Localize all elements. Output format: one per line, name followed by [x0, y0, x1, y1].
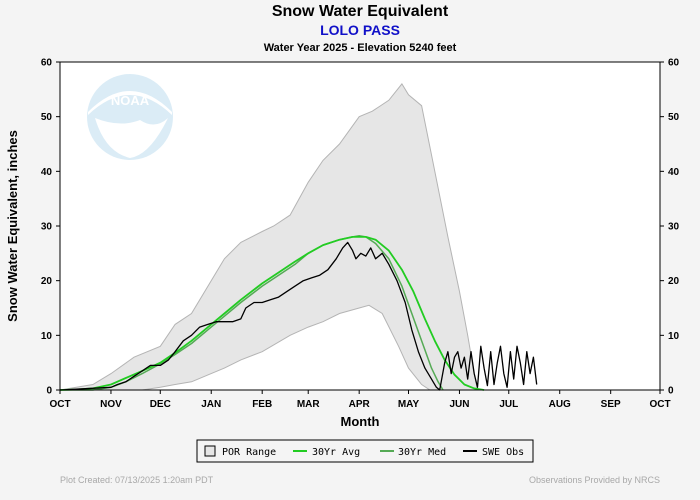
x-tick-label: JUL — [499, 399, 518, 410]
x-tick-label: MAY — [398, 399, 420, 410]
station-name: LOLO PASS — [320, 22, 400, 38]
legend-label-por: POR Range — [222, 447, 276, 458]
observations-provider: Observations Provided by NRCS — [529, 475, 660, 485]
y-tick-label-right: 10 — [668, 331, 680, 342]
y-axis-title: Snow Water Equivalent, inches — [5, 130, 20, 322]
legend-label-avg: 30Yr Avg — [312, 447, 360, 458]
y-tick-label-left: 30 — [41, 222, 53, 233]
y-tick-label-left: 10 — [41, 331, 53, 342]
y-tick-label-left: 50 — [41, 112, 53, 123]
por-range-min-line — [60, 304, 431, 391]
legend-label-med: 30Yr Med — [398, 447, 446, 458]
y-tick-label-right: 0 — [668, 386, 674, 397]
legend-box — [196, 439, 534, 463]
x-tick-label: FEB — [252, 399, 272, 410]
x-tick-label: DEC — [150, 399, 171, 410]
y-tick-label-right: 50 — [668, 112, 680, 123]
y-tick-label-right: 30 — [668, 222, 680, 233]
y-axis-right: 0 10 20 30 40 50 60 — [660, 58, 680, 397]
series-lines-layer — [59, 235, 538, 391]
x-tick-label: OCT — [649, 399, 670, 410]
y-tick-label-left: 40 — [41, 167, 53, 178]
x-axis: OCT NOV DEC JAN FEB MAR APR MAY JUN JUL AUG SEP OCT — [49, 390, 671, 410]
series-30yr-med — [60, 235, 444, 391]
x-tick-label: APR — [349, 399, 371, 410]
legend-swatch-por — [204, 445, 216, 457]
x-tick-label: JUN — [449, 399, 469, 410]
y-tick-label-right: 40 — [668, 167, 680, 178]
y-tick-label-left: 0 — [46, 386, 52, 397]
x-tick-label: NOV — [100, 399, 122, 410]
y-tick-label-right: 60 — [668, 58, 680, 69]
y-tick-label-left: 60 — [41, 58, 53, 69]
noaa-logo-text: NOAA — [111, 93, 150, 108]
x-tick-label: SEP — [601, 399, 621, 410]
x-tick-label: MAR — [297, 399, 321, 410]
plot-created: Plot Created: 07/13/2025 1:20am PDT — [60, 475, 214, 485]
y-tick-label-right: 20 — [668, 276, 680, 287]
por-range-layer — [59, 83, 478, 391]
y-tick-label-left: 20 — [41, 276, 53, 287]
legend-label-obs: SWE Obs — [482, 447, 524, 458]
chart-subtitle: Water Year 2025 - Elevation 5240 feet — [264, 42, 457, 54]
y-axis-left: 0 10 20 30 40 50 60 — [41, 58, 60, 397]
series-swe-obs — [59, 241, 538, 391]
legend: POR Range 30Yr Avg 30Yr Med SWE Obs — [196, 439, 534, 463]
x-tick-label: OCT — [49, 399, 70, 410]
x-tick-label: AUG — [549, 399, 571, 410]
noaa-logo: NOAA — [87, 74, 173, 160]
x-axis-title: Month — [341, 414, 380, 429]
por-range-band — [60, 83, 478, 391]
por-range-max-line — [59, 83, 478, 391]
x-tick-label: JAN — [201, 399, 221, 410]
chart-title: Snow Water Equivalent — [272, 3, 449, 20]
